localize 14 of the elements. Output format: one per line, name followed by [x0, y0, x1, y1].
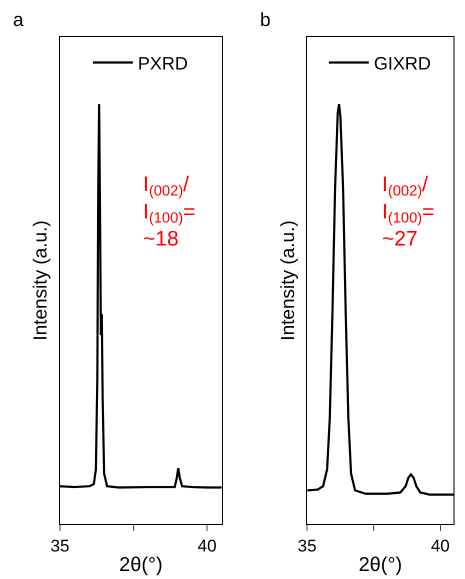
x-tick-label: 40: [198, 536, 217, 556]
text: I$_{(002)}$/ I$_{(100)}$= ~27: [382, 173, 434, 251]
x-tick-label: 40: [430, 536, 450, 556]
chart-title: b: [260, 10, 271, 31]
chart-title: a: [13, 10, 24, 31]
x-tick-label: 35: [298, 536, 317, 556]
y-axis-title: Intensity (a.u.): [30, 220, 52, 341]
x-axis-title: 2θ(°): [119, 554, 163, 576]
legend-label: GIXRD: [374, 54, 431, 74]
legend-label: PXRD: [138, 54, 188, 74]
text: I$_{(002)}$/ I$_{(100)}$= ~18: [143, 173, 196, 251]
y-axis-title: Intensity (a.u.): [278, 220, 299, 341]
x-tick-label: 35: [50, 536, 70, 556]
x-axis-title: 2θ(°): [358, 554, 402, 576]
